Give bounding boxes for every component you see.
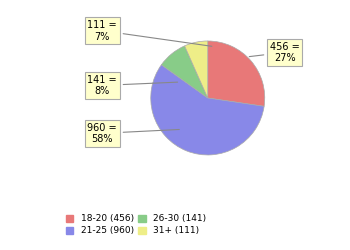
Text: 141 =
8%: 141 = 8% [88,75,177,96]
Text: 456 =
27%: 456 = 27% [249,42,300,63]
Wedge shape [151,65,264,155]
Text: 960 =
58%: 960 = 58% [88,122,179,144]
Wedge shape [161,46,208,98]
Wedge shape [184,41,208,98]
Text: 111 =
7%: 111 = 7% [88,20,212,46]
Legend: 18-20 (456), 21-25 (960), 26-30 (141), 31+ (111): 18-20 (456), 21-25 (960), 26-30 (141), 3… [63,211,210,239]
Wedge shape [208,41,265,106]
